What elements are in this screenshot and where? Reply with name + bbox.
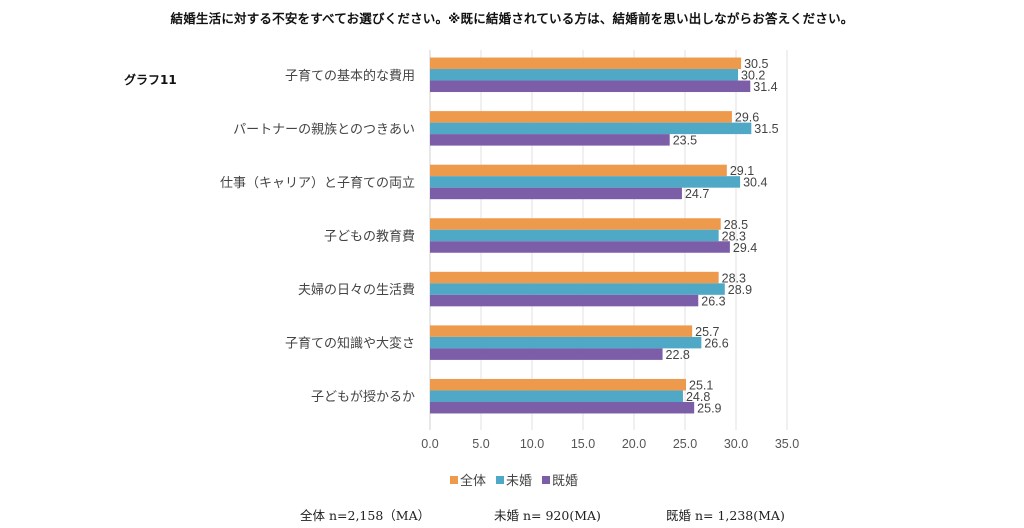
x-tick-label: 25.0 [673, 437, 697, 451]
data-label: 29.1 [730, 164, 754, 178]
x-tick-label: 5.0 [472, 437, 489, 451]
legend-swatch-total [450, 475, 458, 484]
data-label: 25.1 [689, 378, 713, 392]
bar [430, 294, 699, 307]
data-label: 29.6 [735, 111, 759, 125]
data-label: 31.4 [753, 80, 777, 94]
x-tick-label: 35.0 [775, 437, 799, 451]
bar [430, 271, 719, 284]
x-tick-label: 10.0 [520, 437, 544, 451]
data-label: 24.7 [685, 187, 709, 201]
bar [430, 325, 693, 337]
legend-swatch-unmarried [496, 475, 505, 484]
data-label: 29.4 [733, 241, 757, 255]
data-label: 28.9 [728, 283, 752, 297]
data-label: 30.4 [743, 176, 767, 190]
data-label: 30.5 [744, 57, 768, 71]
chart-title: 結婚生活に対する不安をすべてお選びください。※既に結婚されている方は、結婚前を思… [170, 11, 854, 26]
bar [430, 378, 687, 391]
bar [430, 336, 702, 349]
category-label: 子育ての知識や大変さ [285, 336, 415, 352]
data-label: 26.3 [701, 294, 725, 308]
category-label: 子どもの教育費 [324, 229, 415, 245]
footer-total-n: 全体 n=2,158（MA） [300, 508, 431, 523]
data-label: 28.5 [724, 218, 748, 232]
bar [430, 229, 719, 242]
category-label: 夫婦の日々の生活費 [298, 282, 415, 298]
bar [430, 241, 730, 253]
data-label: 26.6 [704, 336, 728, 350]
x-tick-label: 15.0 [571, 437, 595, 451]
legend-item-unmarried: 未婚 [496, 470, 532, 489]
bar [430, 390, 683, 402]
bar [430, 57, 742, 70]
legend-label-unmarried: 未婚 [506, 474, 533, 489]
bar [430, 80, 751, 93]
legend-label-married: 既婚 [552, 474, 579, 489]
data-label: 24.8 [686, 390, 710, 404]
bar [430, 176, 741, 188]
bar [430, 69, 739, 81]
data-label: 30.2 [741, 69, 765, 83]
category-label: パートナーの親族とのつきあい [233, 121, 415, 137]
data-label: 28.3 [722, 271, 746, 285]
legend: 全体 未婚 既婚 [450, 470, 578, 489]
data-label: 25.9 [697, 401, 721, 415]
bar [430, 187, 682, 200]
category-label: 子育ての基本的な費用 [285, 68, 415, 84]
data-label: 22.8 [666, 348, 690, 362]
bar [430, 283, 725, 295]
bar [430, 348, 663, 360]
bar [430, 401, 695, 414]
data-label: 23.5 [673, 134, 697, 148]
x-tick-label: 0.0 [421, 437, 438, 451]
legend-item-total: 全体 [450, 470, 486, 489]
x-tick-label: 20.0 [622, 437, 646, 451]
bar [430, 218, 721, 230]
footer-married-n: 既婚 n= 1,238(MA) [666, 508, 785, 523]
data-label: 25.7 [695, 325, 719, 339]
bar [430, 164, 727, 177]
bar [430, 134, 670, 146]
footer-unmarried-n: 未婚 n= 920(MA) [494, 508, 601, 523]
category-label: 仕事（キャリア）と子育ての両立 [220, 175, 415, 191]
category-label: 子どもが授かるか [311, 390, 415, 405]
data-label: 31.5 [754, 122, 778, 136]
legend-label-total: 全体 [460, 474, 487, 489]
bar [430, 111, 732, 123]
data-label: 28.3 [722, 229, 746, 243]
legend-swatch-married [542, 475, 551, 484]
legend-item-married: 既婚 [542, 470, 578, 489]
graph-label: グラフ11 [124, 73, 177, 87]
x-tick-label: 30.0 [724, 437, 748, 451]
bar [430, 122, 752, 135]
